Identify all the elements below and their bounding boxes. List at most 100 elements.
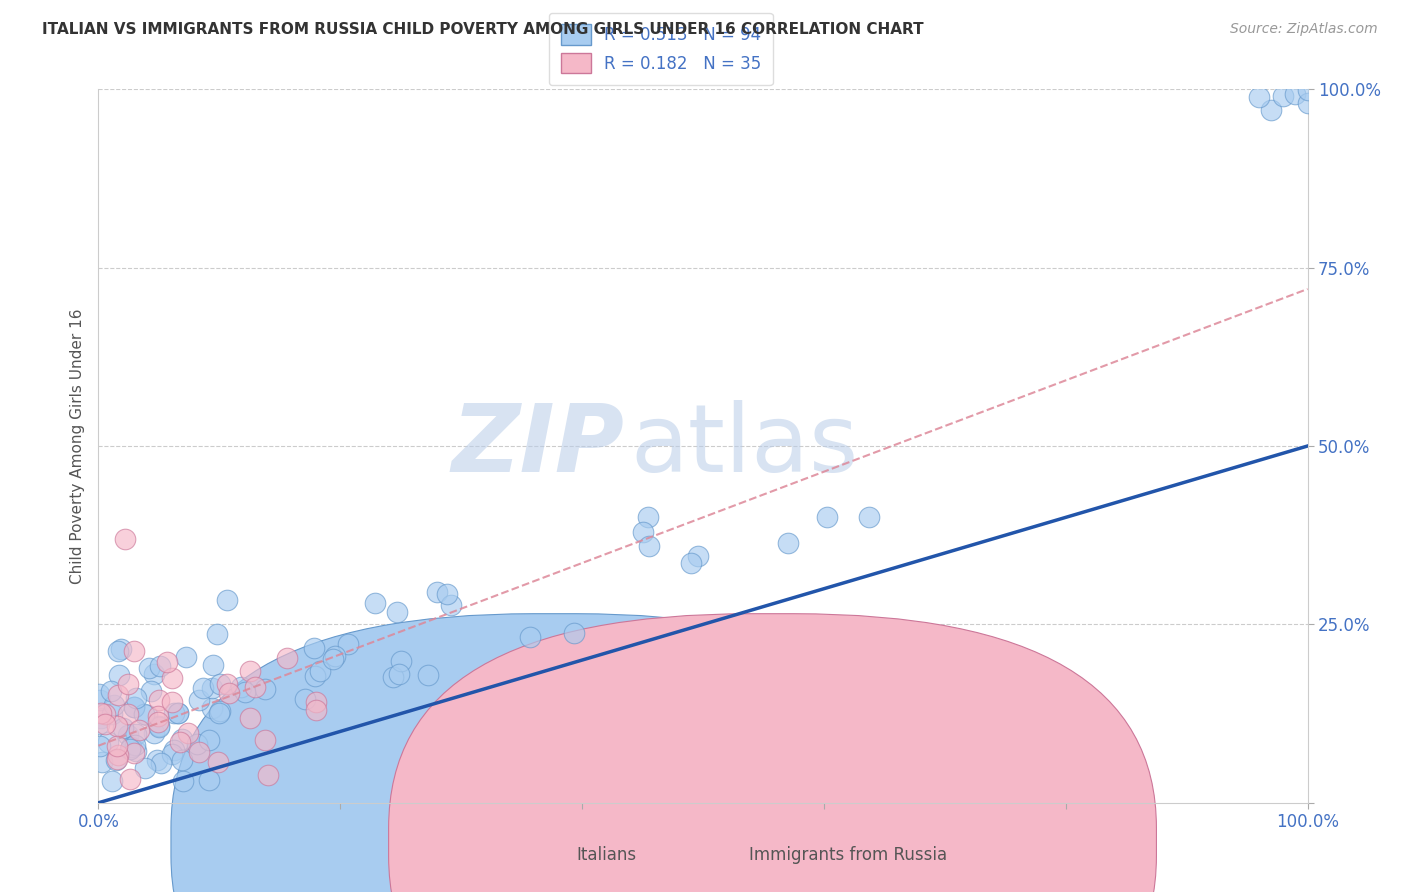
Point — [117, 676, 139, 690]
Point — [122, 746, 145, 760]
Point — [201, 681, 224, 695]
Point — [148, 708, 170, 723]
Point — [322, 652, 344, 666]
Point — [215, 677, 238, 691]
Point — [90, 706, 112, 720]
Point — [118, 742, 141, 756]
Point — [197, 772, 219, 787]
Point — [637, 539, 659, 553]
Point — [201, 657, 224, 672]
Point — [148, 719, 170, 733]
Point — [304, 668, 326, 682]
Point — [160, 747, 183, 761]
Point — [305, 695, 328, 709]
Point — [778, 536, 800, 550]
Point — [93, 717, 115, 731]
Point — [336, 636, 359, 650]
Point — [125, 727, 148, 741]
Point — [302, 640, 325, 655]
Point — [688, 549, 710, 564]
Point — [132, 707, 155, 722]
Text: ZIP: ZIP — [451, 400, 624, 492]
Point — [254, 733, 277, 747]
Text: Immigrants from Russia: Immigrants from Russia — [749, 846, 948, 863]
Point — [239, 710, 262, 724]
Y-axis label: Child Poverty Among Girls Under 16: Child Poverty Among Girls Under 16 — [69, 309, 84, 583]
Point — [87, 687, 110, 701]
Point — [198, 733, 221, 747]
Point — [156, 655, 179, 669]
Point — [120, 740, 142, 755]
Point — [162, 671, 184, 685]
Point — [188, 692, 211, 706]
Point — [562, 625, 585, 640]
Point — [385, 605, 408, 619]
Point — [101, 774, 124, 789]
Text: Italians: Italians — [576, 846, 637, 863]
Point — [107, 689, 129, 703]
Point — [100, 706, 122, 721]
Point — [323, 648, 346, 663]
Point — [107, 644, 129, 658]
Point — [150, 756, 173, 771]
Point — [104, 753, 127, 767]
Point — [124, 739, 146, 753]
Point — [207, 755, 229, 769]
Point — [815, 510, 838, 524]
Point — [117, 706, 139, 721]
Point — [90, 711, 112, 725]
Point — [143, 667, 166, 681]
Point — [239, 664, 262, 678]
Point — [166, 706, 188, 721]
Point — [134, 761, 156, 775]
Point — [276, 651, 298, 665]
Text: ITALIAN VS IMMIGRANTS FROM RUSSIA CHILD POVERTY AMONG GIRLS UNDER 16 CORRELATION: ITALIAN VS IMMIGRANTS FROM RUSSIA CHILD … — [42, 22, 924, 37]
Point — [436, 587, 458, 601]
Point — [142, 725, 165, 739]
Point — [391, 654, 413, 668]
Point — [387, 667, 409, 681]
Point — [215, 593, 238, 607]
Point — [187, 745, 209, 759]
Point — [440, 598, 463, 612]
Point — [122, 644, 145, 658]
Legend: R = 0.513   N = 94, R = 0.182   N = 35: R = 0.513 N = 94, R = 0.182 N = 35 — [548, 12, 773, 85]
Point — [163, 706, 186, 721]
Point — [172, 753, 194, 767]
Point — [858, 510, 880, 524]
Point — [191, 681, 214, 695]
Point — [218, 686, 240, 700]
Point — [125, 690, 148, 705]
Point — [1296, 96, 1319, 111]
FancyBboxPatch shape — [388, 614, 1157, 892]
Point — [294, 692, 316, 706]
Point — [108, 668, 131, 682]
Point — [381, 670, 404, 684]
Point — [229, 680, 252, 694]
Point — [208, 677, 231, 691]
Point — [1260, 103, 1282, 117]
Point — [426, 585, 449, 599]
Point — [176, 650, 198, 665]
Point — [105, 751, 128, 765]
Point — [107, 747, 129, 762]
Point — [209, 704, 232, 718]
Point — [163, 743, 186, 757]
Point — [122, 699, 145, 714]
Text: Source: ZipAtlas.com: Source: ZipAtlas.com — [1230, 22, 1378, 37]
Point — [186, 737, 208, 751]
Point — [364, 596, 387, 610]
Point — [519, 630, 541, 644]
Point — [170, 731, 193, 746]
Point — [631, 524, 654, 539]
Point — [681, 556, 703, 570]
Point — [112, 721, 135, 735]
Point — [201, 701, 224, 715]
Point — [110, 641, 132, 656]
Text: atlas: atlas — [630, 400, 859, 492]
Point — [90, 755, 112, 769]
Point — [148, 692, 170, 706]
Point — [416, 668, 439, 682]
Point — [257, 768, 280, 782]
Point — [136, 708, 159, 723]
